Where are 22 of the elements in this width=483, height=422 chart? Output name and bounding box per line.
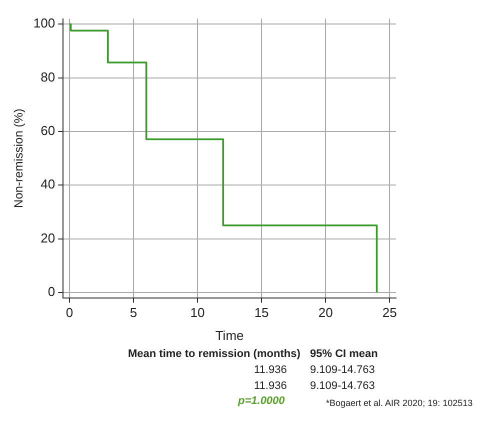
- x-tick-label: 20: [318, 305, 333, 320]
- y-tick-label: 20: [40, 230, 56, 246]
- y-tick-label: 100: [33, 16, 56, 31]
- text: *Bogaert et al. AIR 2020; 19: 102513: [326, 398, 473, 408]
- x-tick-label: 15: [254, 305, 269, 320]
- text: 9.109-14.763: [310, 380, 375, 392]
- x-tick-label: 0: [66, 305, 74, 320]
- y-tick-label: 80: [40, 69, 56, 84]
- text: 11.936: [254, 380, 287, 392]
- y-tick-label: 60: [40, 123, 56, 138]
- text: p=1.0000: [238, 395, 285, 407]
- x-tick-label: 25: [382, 305, 397, 320]
- y-tick-label: 40: [40, 176, 56, 192]
- x-tick-label: 10: [190, 305, 205, 320]
- text: 9.109-14.763: [310, 364, 375, 376]
- y-tick-label: 0: [48, 284, 56, 300]
- y-axis-title: Non-remission (%): [12, 108, 26, 208]
- text: Mean time to remission (months): [128, 348, 300, 360]
- x-tick-label: 5: [130, 305, 138, 320]
- text: 11.936: [254, 364, 287, 376]
- x-axis-title: Time: [215, 328, 244, 343]
- text: 95% CI mean: [310, 348, 378, 360]
